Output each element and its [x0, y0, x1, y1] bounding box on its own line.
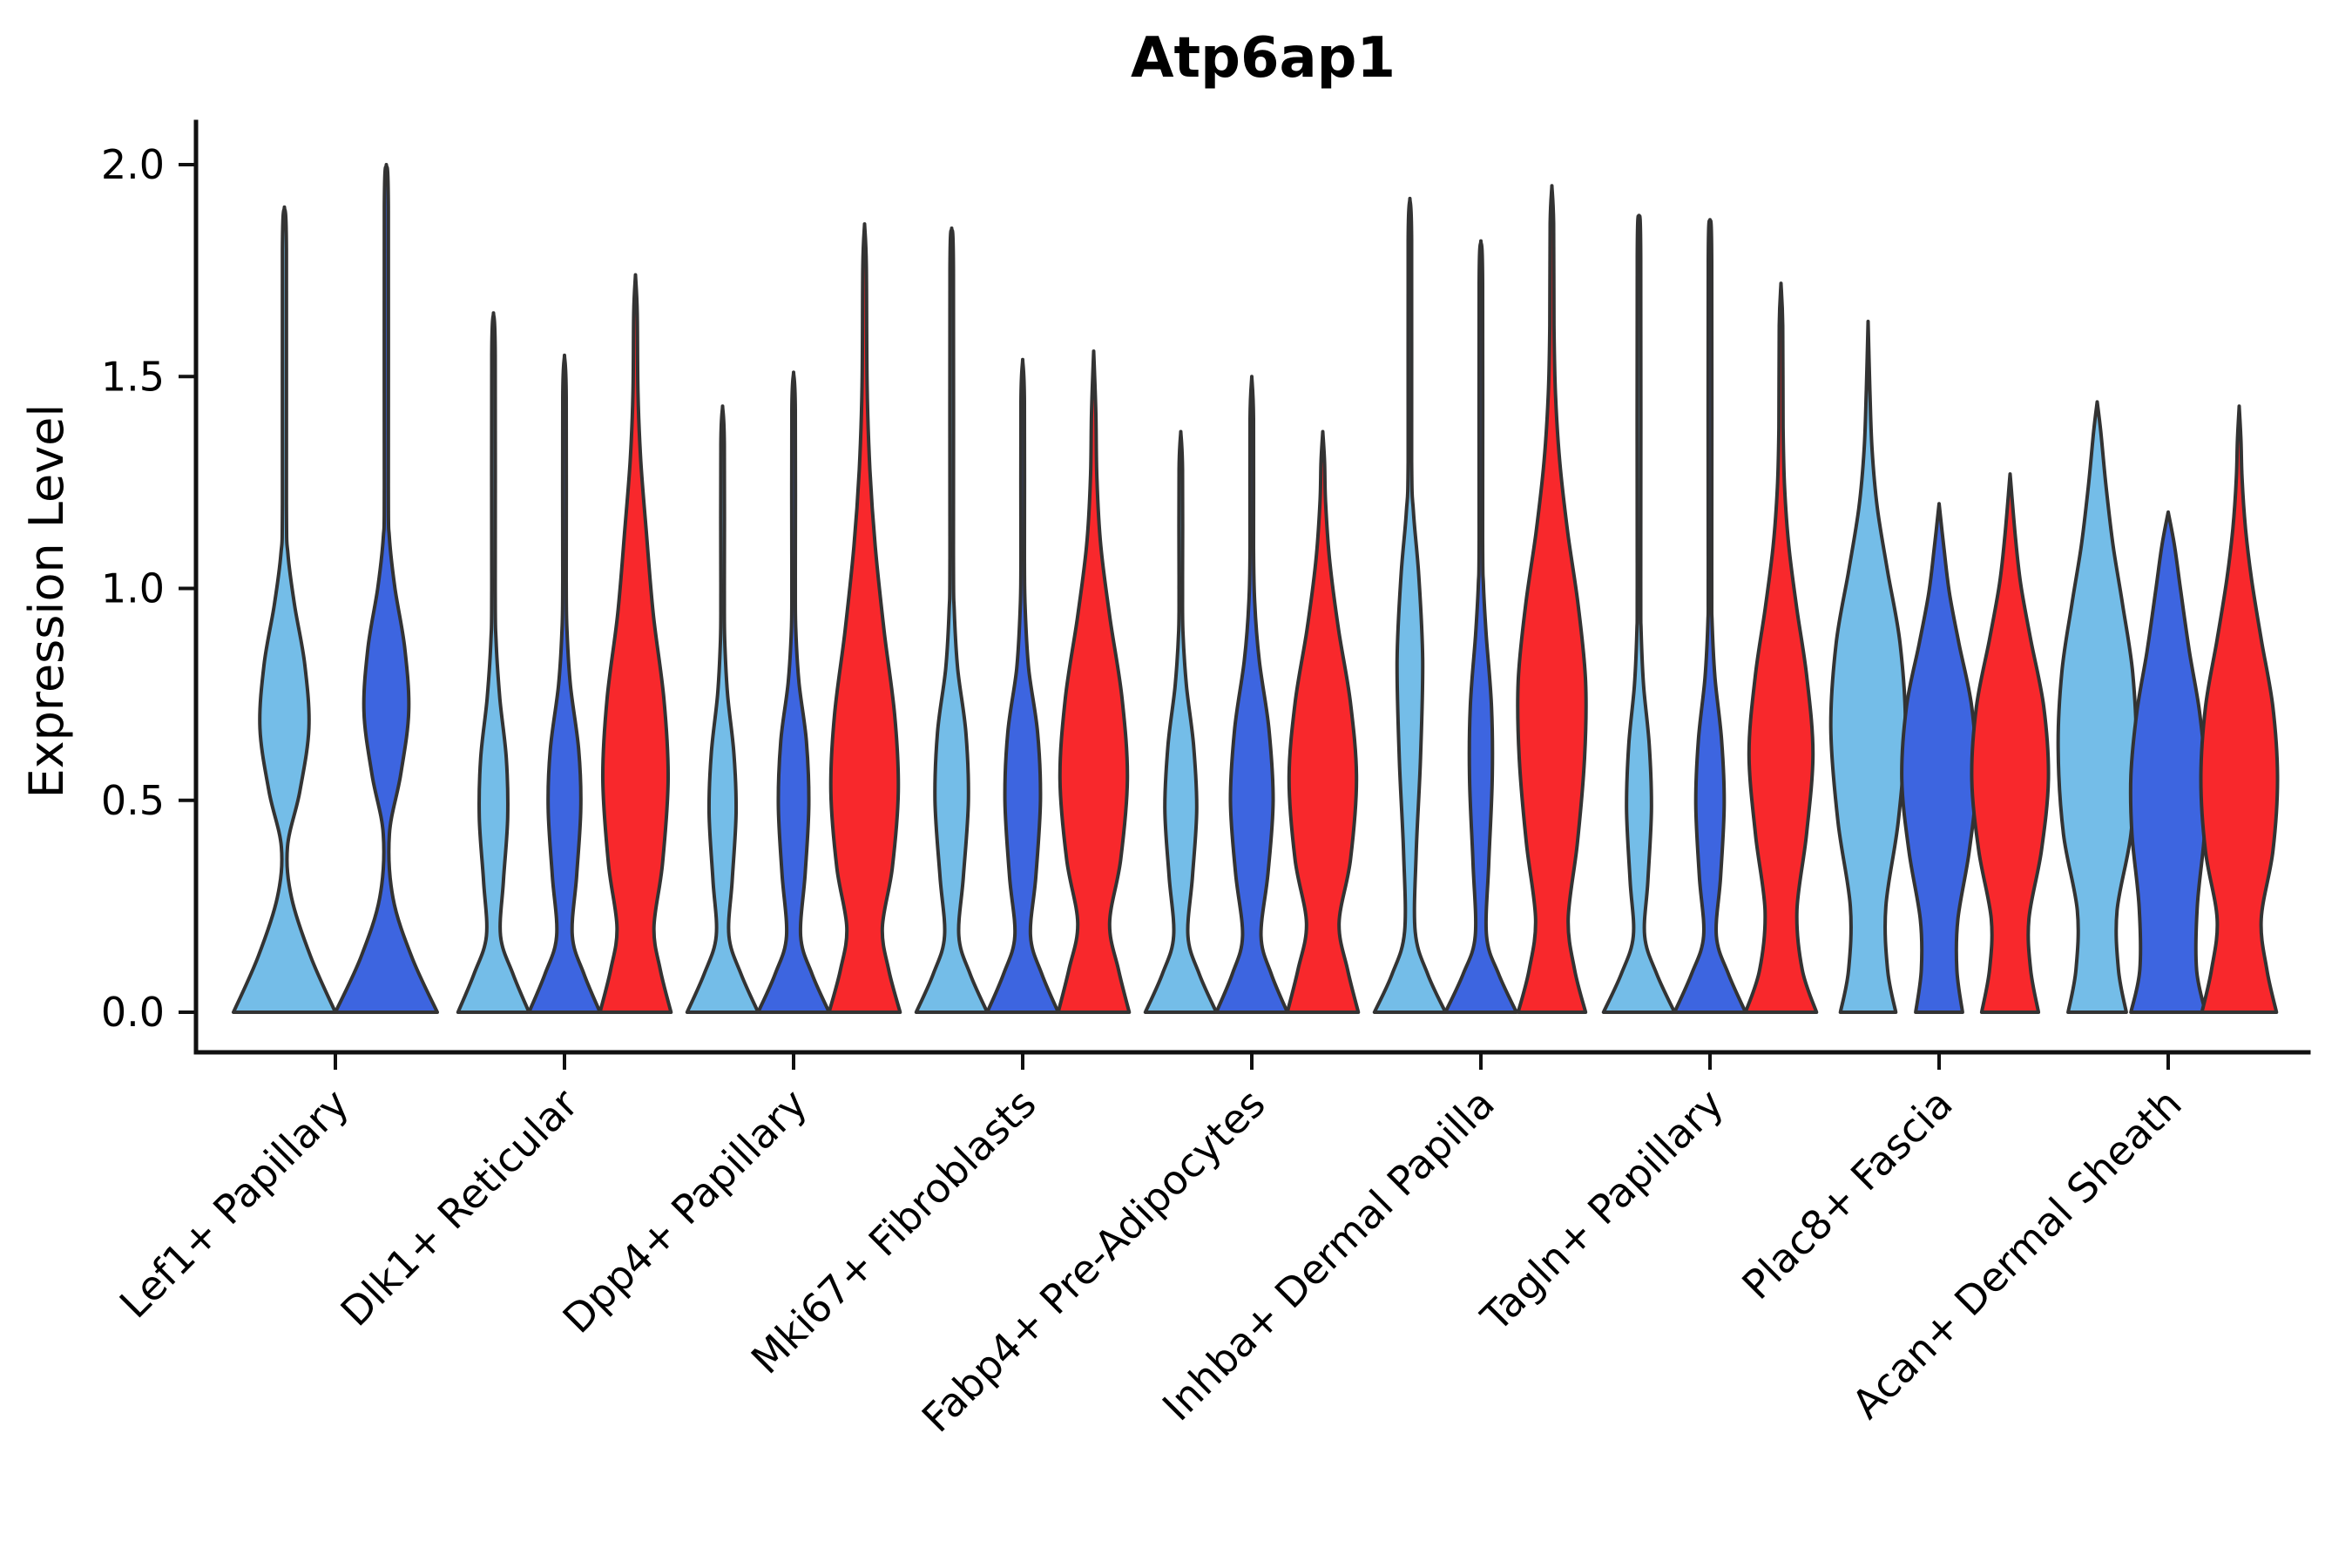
violin-red [1516, 184, 1588, 1014]
violin-group [2056, 400, 2280, 1014]
violin-group [914, 226, 1132, 1014]
violin-dark_blue [985, 357, 1060, 1014]
y-tick-label: 2.0 [101, 141, 165, 188]
violin-light_blue [1828, 320, 1908, 1014]
violin-dark_blue [756, 370, 831, 1014]
violin-group [685, 222, 902, 1014]
violin-dark_blue [1900, 502, 1978, 1014]
violin-red [1970, 472, 2051, 1014]
violin-light_blue [1601, 213, 1677, 1014]
violin-light_blue [914, 226, 990, 1014]
y-tick-label: 1.5 [101, 353, 165, 400]
violin-group [1372, 184, 1588, 1014]
axis-spines [193, 119, 2311, 1055]
violin-red [598, 273, 673, 1014]
x-category-label: Tagln+ Papillary [1471, 1080, 1733, 1342]
violin-red [1056, 349, 1132, 1014]
violin-light_blue [1372, 196, 1448, 1014]
violin-light_blue [1143, 429, 1219, 1014]
x-category-label: Lef1+ Papillary [111, 1080, 358, 1328]
y-axis-label: Expression Level [19, 404, 74, 799]
violin-group [1143, 375, 1361, 1014]
violin-light_blue [232, 205, 337, 1014]
x-category-label: Dlk1+ Reticular [332, 1080, 587, 1335]
y-tick-label: 0.0 [101, 989, 165, 1036]
violin-dark_blue [334, 163, 439, 1014]
y-tick-label: 0.5 [101, 777, 165, 824]
x-category-label: Dpp4+ Papillary [554, 1080, 816, 1342]
violin-layer [232, 163, 2280, 1014]
violin-light_blue [685, 404, 760, 1014]
x-category-label: Plac8+ Fascia [1733, 1080, 1961, 1308]
violin-dark_blue [1443, 239, 1518, 1014]
violin-light_blue [456, 311, 531, 1014]
violin-red [1285, 429, 1361, 1014]
violin-dark_blue [1673, 218, 1747, 1014]
violin-group [456, 273, 673, 1014]
violin-dark_blue [1214, 375, 1289, 1014]
violin-dark_blue [527, 353, 602, 1014]
violin-red [827, 222, 902, 1014]
violin-dark_blue [2128, 510, 2208, 1014]
violin-group [1601, 213, 1819, 1014]
y-tick-label: 1.0 [101, 565, 165, 612]
violin-red [1743, 281, 1819, 1014]
violin-group [1828, 320, 2051, 1014]
violin-red [2199, 404, 2280, 1014]
violin-light_blue [2056, 400, 2139, 1014]
chart-title: Atp6ap1 [1131, 26, 1396, 91]
violin-group [232, 163, 439, 1014]
